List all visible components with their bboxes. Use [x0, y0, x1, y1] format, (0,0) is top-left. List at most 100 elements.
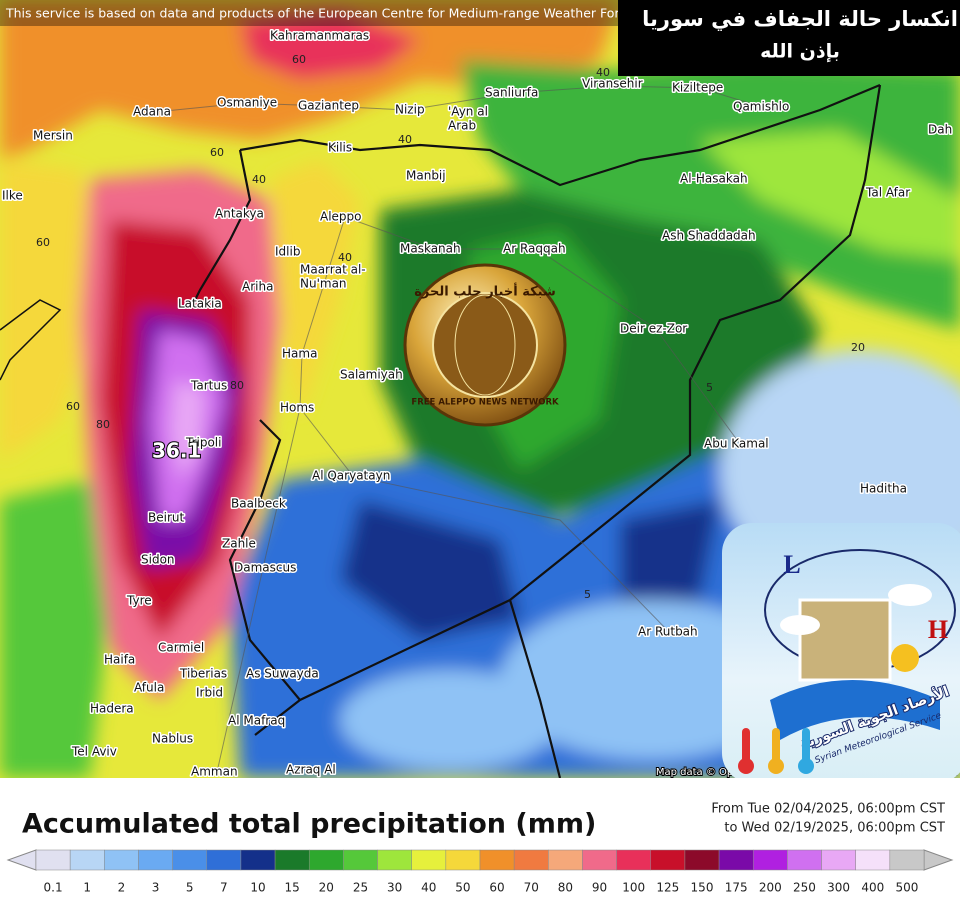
city-label: Al Qaryatayn — [312, 469, 390, 483]
contour-label: 5 — [706, 381, 713, 394]
colorbar-label: 50 — [455, 881, 470, 895]
colorbar-cell — [548, 849, 583, 871]
colorbar-label: 150 — [691, 881, 714, 895]
colorbar-label: 175 — [725, 881, 748, 895]
colorbar-cell — [889, 849, 925, 871]
legend-period-start: From Tue 02/04/2025, 06:00pm CST — [711, 802, 945, 817]
city-label: Dah — [928, 123, 952, 137]
roads — [154, 85, 763, 773]
colorbar-label: 200 — [759, 881, 782, 895]
colorbar-label: 300 — [827, 881, 850, 895]
colorbar-cell — [855, 849, 891, 871]
max-label: 36.1 — [152, 439, 201, 463]
city-label: Baalbeck — [231, 497, 286, 511]
city-label: Sanliurfa — [485, 86, 538, 100]
city-label: As Suwayda — [246, 667, 319, 681]
contour-label: 60 — [66, 400, 80, 413]
notice: This service is based on data and produc… — [5, 6, 620, 21]
colorbar-label: 400 — [861, 881, 884, 895]
colorbar-cell — [718, 849, 754, 871]
city-label: Haifa — [104, 653, 135, 667]
road — [154, 85, 763, 113]
city-label: Qamishlo — [733, 100, 789, 114]
met-logo-map — [798, 598, 892, 682]
city-label: Antakya — [215, 207, 264, 221]
colorbar-cell — [138, 849, 173, 871]
city-label: 'Ayn al — [448, 105, 488, 119]
contour-label: 40 — [252, 173, 266, 186]
colorbar-cell — [411, 849, 447, 871]
colorbar-label: 2 — [118, 881, 126, 895]
border-line — [508, 599, 562, 779]
city-label: Maskanah — [400, 242, 461, 256]
colorbar-label: 10 — [250, 881, 265, 895]
colorbar-label: 25 — [353, 881, 368, 895]
city-label: Deir ez-Zor — [620, 322, 687, 336]
contour-label: 5 — [584, 588, 591, 601]
city-label: Damascus — [234, 561, 296, 575]
city-label: Viransehir — [582, 77, 643, 91]
colorbar-label: 20 — [319, 881, 334, 895]
colorbar-cell — [104, 849, 139, 871]
colorbar-label: 60 — [489, 881, 504, 895]
colorbar-cell — [684, 849, 720, 871]
colorbar-cell — [821, 849, 856, 871]
city-label: Mersin — [33, 129, 73, 143]
border-line — [239, 83, 881, 187]
city-label: Al Mafraq — [228, 714, 285, 728]
colorbar-label: 70 — [524, 881, 539, 895]
met-logo-cloud — [780, 615, 820, 635]
city-label: Kilis — [328, 141, 352, 155]
met-logo: L H الأرصاد الجوية السورية Syrian Meteor… — [722, 523, 960, 783]
thermometer — [768, 758, 784, 774]
legend-title: Accumulated total precipitation (mm) — [22, 809, 596, 840]
city-label: Tartus — [190, 379, 227, 393]
logo-english: FREE ALEPPO NEWS NETWORK — [411, 398, 559, 408]
colorbar-cell — [752, 849, 788, 871]
colorbar-cell — [308, 849, 344, 871]
colorbar-cell — [650, 849, 686, 871]
border-line — [194, 149, 252, 301]
colorbar-label: 90 — [592, 881, 607, 895]
city-label: Homs — [280, 401, 314, 415]
thermometer — [772, 728, 780, 764]
colorbar-cell — [479, 849, 515, 871]
border-line — [228, 419, 301, 701]
overlay-box — [618, 0, 960, 76]
logo-meridian — [454, 294, 516, 396]
city-label: Tripoli — [185, 436, 221, 450]
city-label: Ariha — [242, 280, 273, 294]
city-label: Ar Raqqah — [503, 242, 566, 256]
thermometer — [742, 728, 750, 764]
legend-period-end: to Wed 02/19/2025, 06:00pm CST — [724, 821, 945, 836]
colorbar-label: 250 — [793, 881, 816, 895]
colorbar-label: 30 — [387, 881, 402, 895]
network-logo: شبكة أخبار حلب الحرة FREE ALEPPO NEWS NE… — [403, 263, 567, 427]
colorbar-label: 15 — [285, 881, 300, 895]
colorbar-cell — [513, 849, 549, 871]
contour-label: 40 — [596, 66, 610, 79]
met-logo-thermometers — [738, 728, 814, 774]
road — [299, 407, 670, 633]
city-label: Sidon — [141, 553, 175, 567]
colorbar-cell — [616, 849, 652, 871]
overlay-title: انكسار حالة الجفاف في سوريا — [642, 7, 958, 31]
city-label: Tyre — [126, 594, 152, 608]
city-label: Idlib — [275, 245, 300, 259]
city-label: Zahle — [222, 537, 256, 551]
city-label: Nablus — [152, 732, 193, 746]
city-label: Latakia — [178, 297, 222, 311]
colorbar-cell — [582, 849, 617, 871]
coastline — [0, 299, 62, 381]
road — [344, 216, 741, 445]
city-label: Kahramanmaras — [270, 29, 369, 43]
met-logo-high: H — [928, 615, 948, 644]
city-label: Tel Aviv — [71, 745, 117, 759]
city-label: Arab — [448, 119, 476, 133]
city-label: Nu'man — [300, 277, 347, 291]
colorbar-label: 500 — [895, 881, 918, 895]
city-label: Azraq Al — [286, 763, 336, 777]
colorbar-cell — [274, 849, 310, 871]
colorbar-cell — [787, 849, 822, 871]
contour-label: 60 — [210, 146, 224, 159]
